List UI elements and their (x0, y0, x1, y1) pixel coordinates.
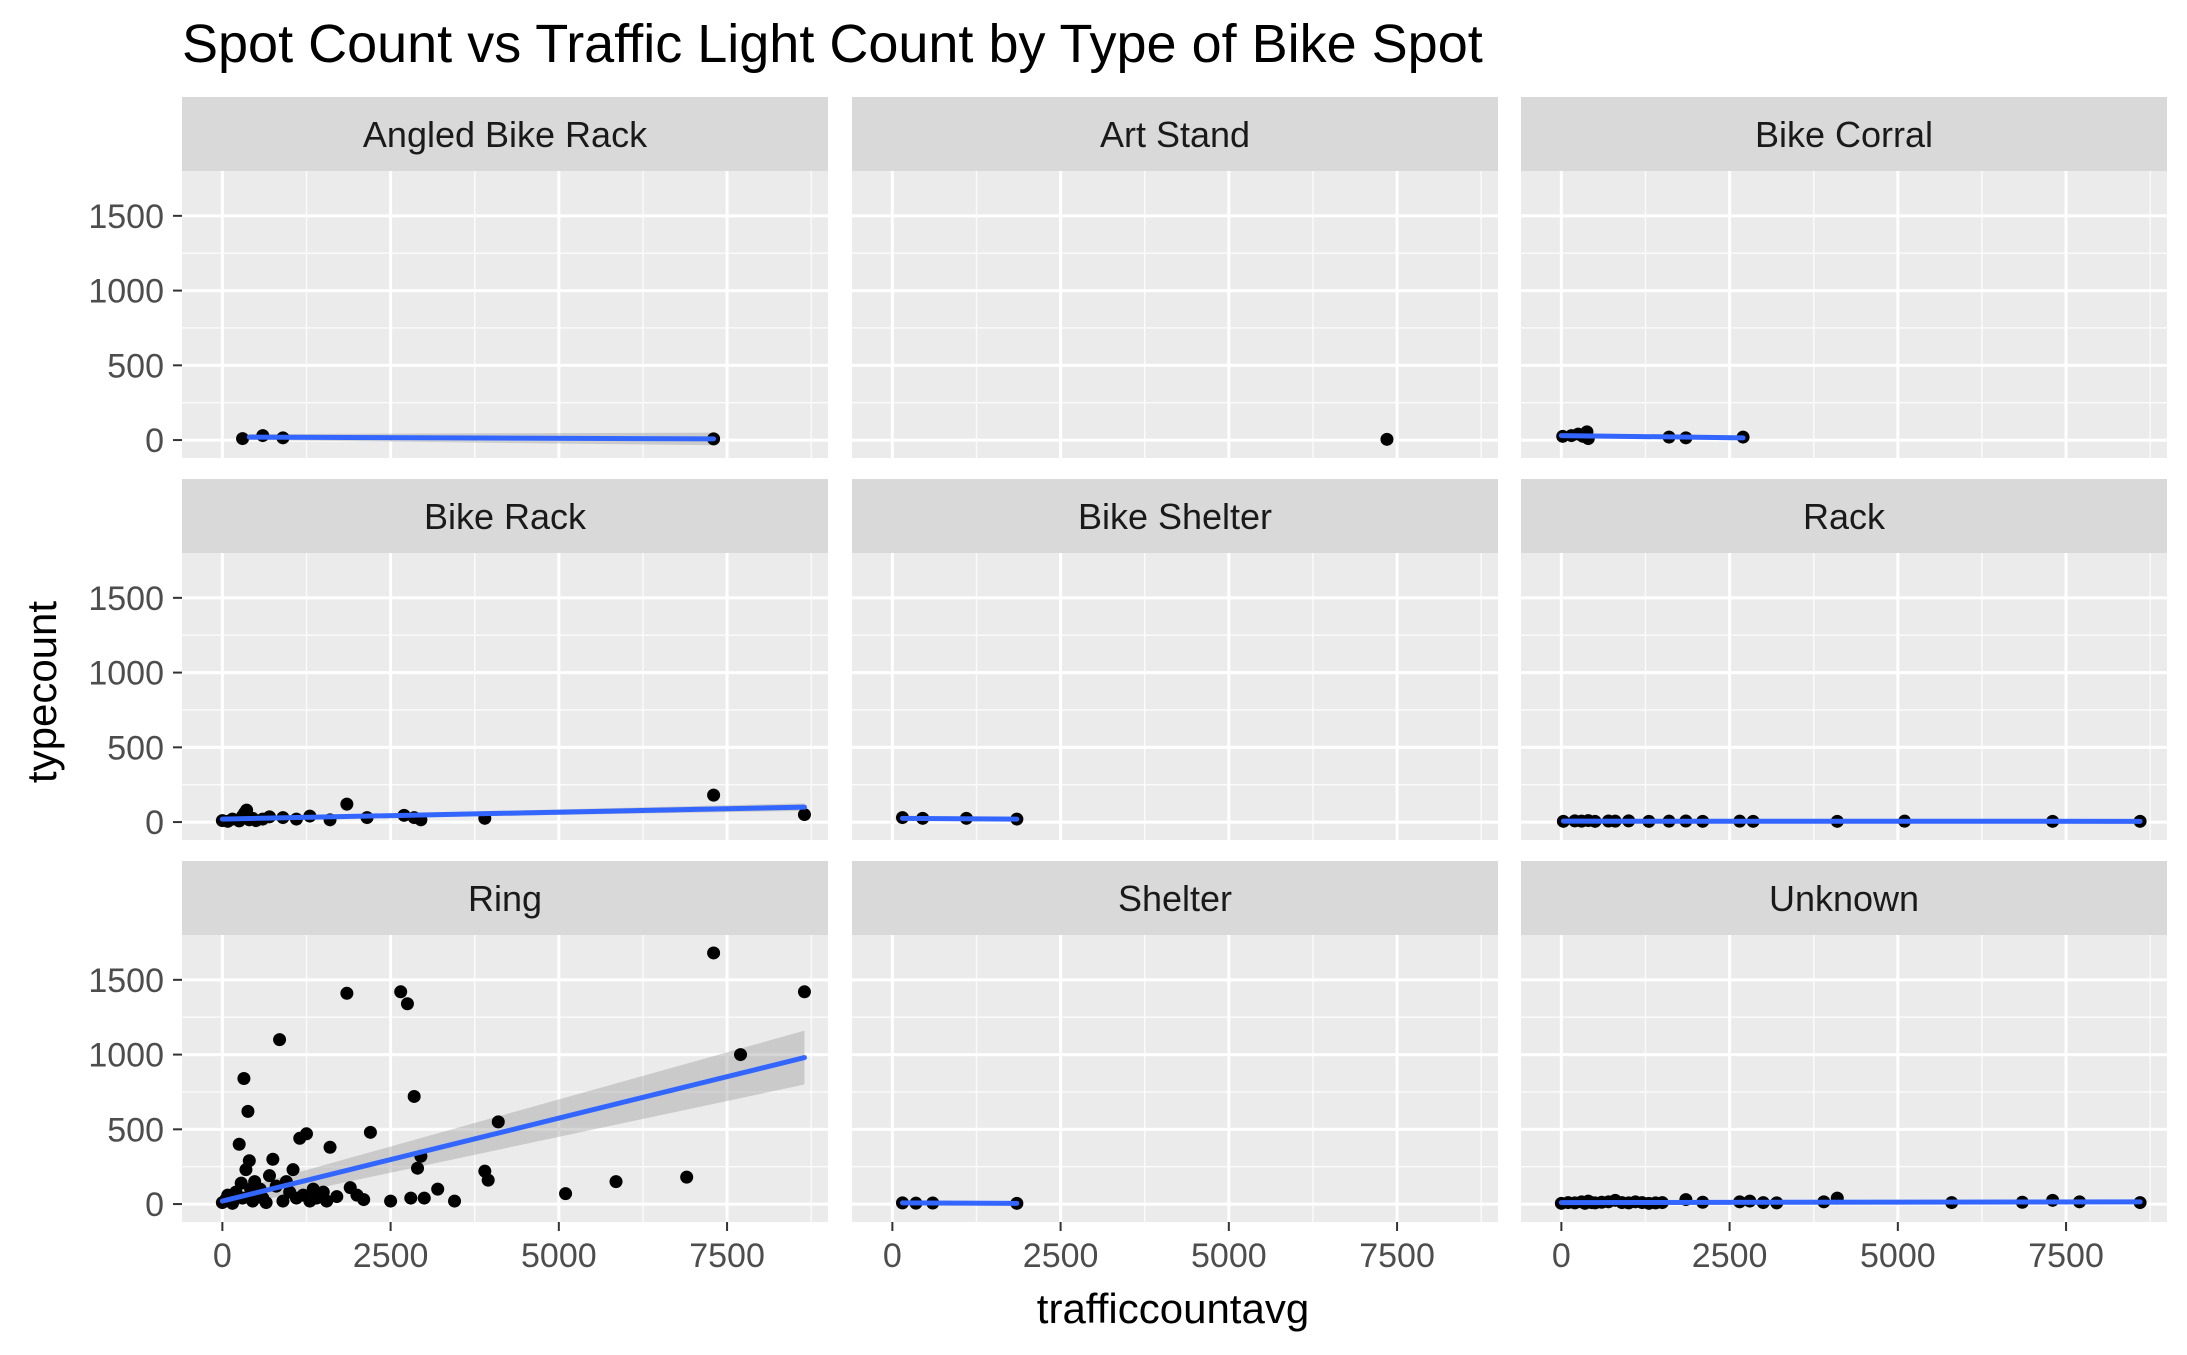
data-point (707, 946, 720, 959)
facet-strip-label: Ring (468, 878, 542, 919)
data-point (384, 1195, 397, 1208)
panel-background (852, 935, 1498, 1222)
data-point (324, 1141, 337, 1154)
data-point (394, 985, 407, 998)
data-point (273, 1033, 286, 1046)
panel-background (1521, 935, 2167, 1222)
y-tick-label: 1500 (88, 580, 164, 618)
data-point (300, 1127, 313, 1140)
data-point (401, 997, 414, 1010)
x-tick-label: 5000 (1860, 1237, 1936, 1275)
facet-bike-shelter: Bike Shelter (852, 479, 1498, 840)
data-point (680, 1171, 693, 1184)
panel-background (852, 171, 1498, 458)
x-tick-label: 7500 (2028, 1237, 2104, 1275)
data-point (364, 1126, 377, 1139)
x-tick-label: 5000 (1191, 1237, 1267, 1275)
data-point (357, 1193, 370, 1206)
x-tick-label: 7500 (1359, 1237, 1435, 1275)
y-tick-label: 1000 (88, 655, 164, 693)
facet-strip-label: Shelter (1118, 878, 1232, 919)
y-tick-label: 1000 (88, 1037, 164, 1075)
data-point (448, 1195, 461, 1208)
data-point (798, 808, 811, 821)
data-point (243, 1154, 256, 1167)
y-tick-label: 0 (145, 422, 164, 460)
facet-panels: Angled Bike Rack 0 500 1000 1500 Art Stand Bik… (88, 97, 2167, 1275)
data-point (340, 798, 353, 811)
trend-line (1561, 436, 1743, 438)
facet-strip-label: Bike Rack (424, 496, 587, 537)
data-point (418, 1192, 431, 1205)
y-tick-label: 1500 (88, 962, 164, 1000)
data-point (340, 987, 353, 1000)
data-point (492, 1115, 505, 1128)
facet-rack: Rack (1521, 479, 2167, 840)
panel-background (1521, 171, 2167, 458)
chart-title: Spot Count vs Traffic Light Count by Typ… (182, 14, 1483, 74)
y-tick-label: 0 (145, 804, 164, 842)
y-tick-label: 0 (145, 1186, 164, 1224)
trend-line (249, 437, 713, 439)
x-tick-label: 0 (213, 1237, 232, 1275)
x-axis-title: trafficcountavg (1037, 1285, 1309, 1332)
y-tick-label: 1500 (88, 198, 164, 236)
x-tick-label: 0 (1552, 1237, 1571, 1275)
x-tick-label: 2500 (1692, 1237, 1768, 1275)
trend-line (902, 818, 1016, 819)
data-point (610, 1175, 623, 1188)
data-point (707, 789, 720, 802)
y-tick-label: 500 (107, 1111, 164, 1149)
facet-strip-label: Unknown (1769, 878, 1919, 919)
facet-strip-label: Bike Shelter (1078, 496, 1272, 537)
panel-background (1521, 553, 2167, 840)
data-point (482, 1174, 495, 1187)
facet-ring: Ring 0 500 1000 1500 0 2500 5000 7500 (88, 861, 828, 1275)
data-point (559, 1187, 572, 1200)
panel-background (182, 553, 828, 840)
facet-strip-label: Bike Corral (1755, 114, 1933, 155)
data-point (233, 1138, 246, 1151)
facet-art-stand: Art Stand (852, 97, 1498, 458)
x-tick-label: 7500 (689, 1237, 765, 1275)
data-point (734, 1048, 747, 1061)
x-tick-label: 0 (883, 1237, 902, 1275)
facet-unknown: Unknown 0 2500 5000 7500 (1521, 861, 2167, 1275)
facet-angled-bike-rack: Angled Bike Rack 0 500 1000 1500 (88, 97, 828, 460)
facet-strip-label: Angled Bike Rack (363, 114, 648, 155)
facet-strip-label: Art Stand (1100, 114, 1250, 155)
y-tick-label: 500 (107, 729, 164, 767)
panel-background (852, 553, 1498, 840)
data-point (411, 1162, 424, 1175)
data-point (1380, 433, 1393, 446)
x-tick-label: 5000 (521, 1237, 597, 1275)
facet-shelter: Shelter 0 2500 5000 7500 (852, 861, 1498, 1275)
data-point (236, 432, 249, 445)
data-point (404, 1192, 417, 1205)
y-tick-label: 1000 (88, 273, 164, 311)
facet-strip-label: Rack (1803, 496, 1886, 537)
y-axis-title: typecount (18, 601, 65, 783)
panel-background (182, 171, 828, 458)
data-point (330, 1190, 343, 1203)
trend-line (1561, 1202, 2140, 1203)
data-point (431, 1183, 444, 1196)
data-point (237, 1072, 250, 1085)
data-point (287, 1163, 300, 1176)
data-point (241, 1105, 254, 1118)
data-point (408, 1090, 421, 1103)
x-tick-label: 2500 (353, 1237, 429, 1275)
x-tick-label: 2500 (1023, 1237, 1099, 1275)
facet-bike-corral: Bike Corral (1521, 97, 2167, 458)
y-tick-label: 500 (107, 347, 164, 385)
facet-bike-rack: Bike Rack 0 500 1000 1500 (88, 479, 828, 842)
data-point (260, 1196, 273, 1209)
data-point (266, 1153, 279, 1166)
data-point (798, 985, 811, 998)
